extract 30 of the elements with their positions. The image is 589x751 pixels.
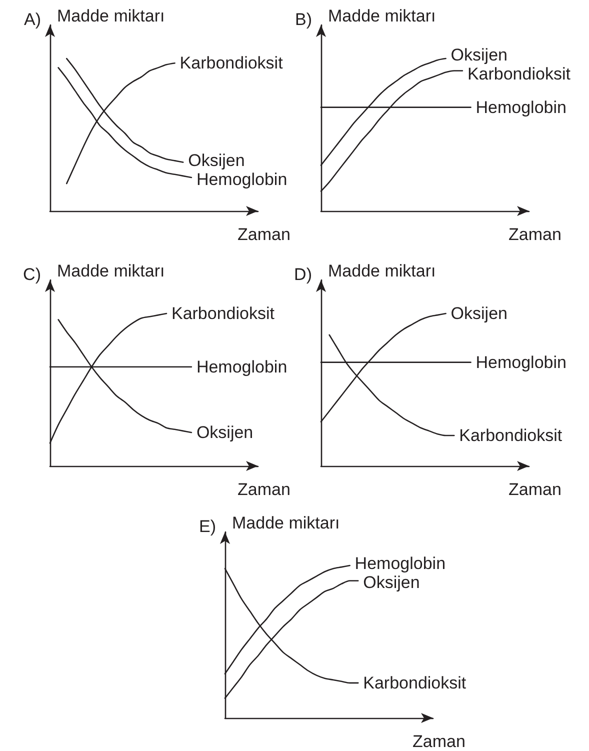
y-axis-title: Madde miktarı (57, 6, 165, 26)
x-axis-title: Zaman (238, 225, 290, 244)
chart-title: C) (23, 265, 42, 284)
series-label: Oksijen (196, 422, 254, 442)
series-label: Oksijen (363, 573, 420, 592)
chart-title: E) (199, 517, 216, 536)
chart-title: A) (24, 10, 41, 29)
x-axis-title: Zaman (508, 480, 562, 499)
series-label: Karbondioksit (467, 64, 571, 84)
y-axis-title: Madde miktarı (328, 6, 436, 26)
series-label: Oksijen (450, 46, 508, 65)
series-label: Hemoglobin (196, 170, 288, 189)
series-label: Hemoglobin (354, 554, 446, 574)
series-label: Karbondioksit (171, 304, 275, 324)
y-axis-title: Madde miktarı (328, 262, 436, 280)
series-label: Hemoglobin (196, 357, 288, 376)
series-label: Oksijen (450, 304, 508, 324)
series-label: Karbondioksit (180, 54, 284, 73)
series-label: Karbondioksit (363, 673, 466, 692)
series-label: Oksijen (188, 150, 245, 170)
chart-title: B) (295, 10, 312, 29)
series-label: Hemoglobin (476, 98, 566, 117)
y-axis-title: Madde miktarı (232, 514, 340, 532)
x-axis-title: Zaman (412, 732, 466, 751)
series-label: Hemoglobin (476, 352, 566, 372)
x-axis-title: Zaman (508, 225, 562, 244)
series-label: Karbondioksit (459, 426, 562, 446)
x-axis-title: Zaman (238, 480, 290, 499)
y-axis-title: Madde miktarı (57, 262, 165, 280)
chart-title: D) (294, 265, 312, 284)
